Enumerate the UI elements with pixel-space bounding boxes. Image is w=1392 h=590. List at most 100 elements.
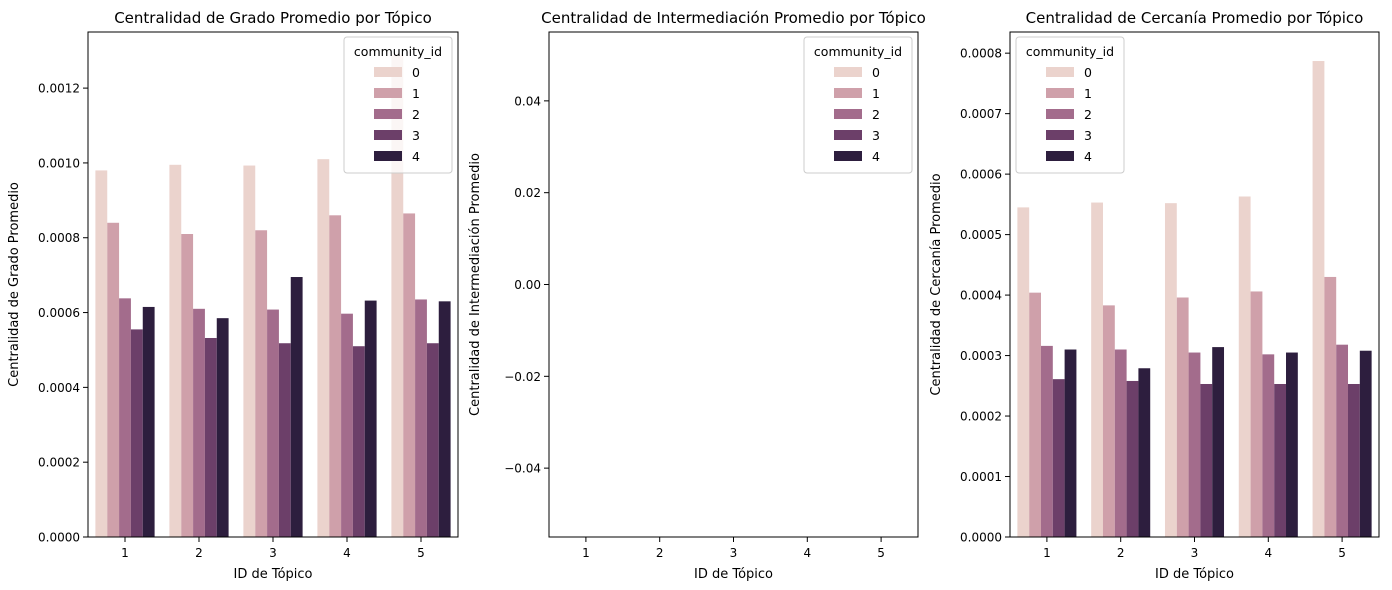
bar — [1052, 379, 1065, 537]
bar — [1188, 352, 1201, 537]
legend-label: 0 — [1084, 65, 1092, 80]
legend-label: 3 — [872, 128, 880, 143]
x-tick-label: 2 — [1117, 546, 1125, 560]
chart-title: Centralidad de Intermediación Promedio p… — [541, 9, 926, 27]
bar — [1262, 354, 1275, 537]
x-tick-label: 5 — [877, 546, 885, 560]
legend-box — [803, 36, 913, 174]
bar — [1324, 276, 1337, 537]
bar — [193, 308, 205, 537]
legend: community_id 0 1 2 3 4 — [803, 36, 913, 174]
legend-swatch — [374, 109, 402, 119]
legend-swatch — [374, 67, 402, 77]
bar — [1176, 297, 1189, 537]
y-axis-label: Centralidad de Intermediación Promedio — [468, 153, 483, 416]
legend-label: 4 — [1084, 149, 1092, 164]
x-tick-label: 3 — [269, 546, 277, 560]
legend-box — [1015, 36, 1125, 174]
chart-title: Centralidad de Grado Promedio por Tópico — [114, 9, 432, 27]
legend-swatch — [374, 151, 402, 161]
bar — [403, 213, 416, 537]
legend-swatch — [1046, 151, 1074, 161]
bar — [169, 164, 182, 538]
bar — [317, 159, 330, 537]
y-tick-label: −0.02 — [504, 370, 541, 384]
chart-1: 0.0000 0.0002 0.0004 0.0006 0.0008 0.0010 0.00… — [7, 9, 459, 582]
legend-swatch — [834, 130, 862, 140]
y-axis-label: Centralidad de Cercanía Promedio — [929, 173, 944, 395]
bar — [352, 346, 365, 537]
legend-title: community_id — [1026, 44, 1114, 59]
legend-label: 4 — [872, 149, 880, 164]
bar — [438, 301, 451, 537]
legend-swatch — [834, 88, 862, 98]
x-tick-label: 5 — [417, 546, 425, 560]
legend-swatch — [834, 67, 862, 77]
bar — [1212, 347, 1225, 537]
x-tick-label: 5 — [1338, 546, 1346, 560]
legend-label: 0 — [412, 65, 420, 80]
bar — [1336, 344, 1349, 537]
y-tick-label: 0.0010 — [38, 156, 80, 170]
y-tick-label: 0.0000 — [38, 531, 80, 545]
bar — [341, 313, 353, 537]
x-tick-label: 4 — [343, 546, 351, 560]
y-tick-label: 0.0004 — [960, 289, 1002, 303]
bar — [1126, 380, 1139, 537]
bar — [1102, 305, 1115, 537]
y-tick-label: 0.04 — [514, 94, 541, 108]
legend-swatch — [1046, 130, 1074, 140]
bar — [1238, 196, 1251, 537]
legend: community_id 0 1 2 3 4 — [343, 36, 453, 174]
bar — [1286, 352, 1298, 537]
y-tick-label: 0.0007 — [960, 107, 1002, 121]
y-tick-label: 0.0006 — [960, 168, 1002, 182]
legend-label: 1 — [412, 86, 420, 101]
legend-label: 0 — [872, 65, 880, 80]
bar — [204, 337, 217, 537]
x-tick-label: 1 — [582, 546, 590, 560]
legend-title: community_id — [354, 44, 442, 59]
x-tick-label: 3 — [1191, 546, 1199, 560]
legend-swatch — [1046, 109, 1074, 119]
bar — [1064, 349, 1077, 537]
bar — [255, 230, 268, 537]
bar — [95, 170, 108, 537]
bar — [130, 329, 143, 537]
bar — [216, 318, 229, 537]
x-axis-label: ID de Tópico — [694, 567, 773, 582]
legend-label: 2 — [1084, 107, 1092, 122]
bar — [1200, 383, 1213, 537]
y-tick-label: 0.0004 — [38, 381, 80, 395]
bar — [329, 215, 342, 538]
x-tick-label: 2 — [195, 546, 203, 560]
y-tick-label: 0.0006 — [38, 306, 80, 320]
legend-swatch — [374, 130, 402, 140]
x-axis-label: ID de Tópico — [1155, 567, 1234, 582]
bar — [1091, 202, 1103, 538]
legend-swatch — [1046, 88, 1074, 98]
legend-swatch — [834, 109, 862, 119]
legend-swatch — [1046, 67, 1074, 77]
bar — [415, 299, 427, 537]
bar — [181, 234, 194, 537]
legend-label: 1 — [1084, 86, 1092, 101]
x-tick-label: 2 — [656, 546, 664, 560]
x-tick-label: 4 — [803, 546, 811, 560]
y-tick-label: 0.00 — [514, 278, 541, 292]
y-tick-label: 0.0001 — [960, 470, 1002, 484]
legend-swatch — [374, 88, 402, 98]
bar — [364, 300, 377, 537]
bar — [142, 306, 155, 537]
y-tick-label: 0.0002 — [38, 456, 80, 470]
legend-label: 4 — [412, 149, 420, 164]
legend-label: 2 — [412, 107, 420, 122]
bar — [278, 343, 291, 537]
bar — [1017, 207, 1030, 537]
x-tick-label: 3 — [730, 546, 738, 560]
chart-3: 0.0000 0.0001 0.0002 0.0003 0.0004 0.0005 0.00… — [929, 9, 1380, 582]
bar — [107, 222, 120, 537]
legend-swatch — [834, 151, 862, 161]
y-tick-label: −0.04 — [504, 462, 541, 476]
